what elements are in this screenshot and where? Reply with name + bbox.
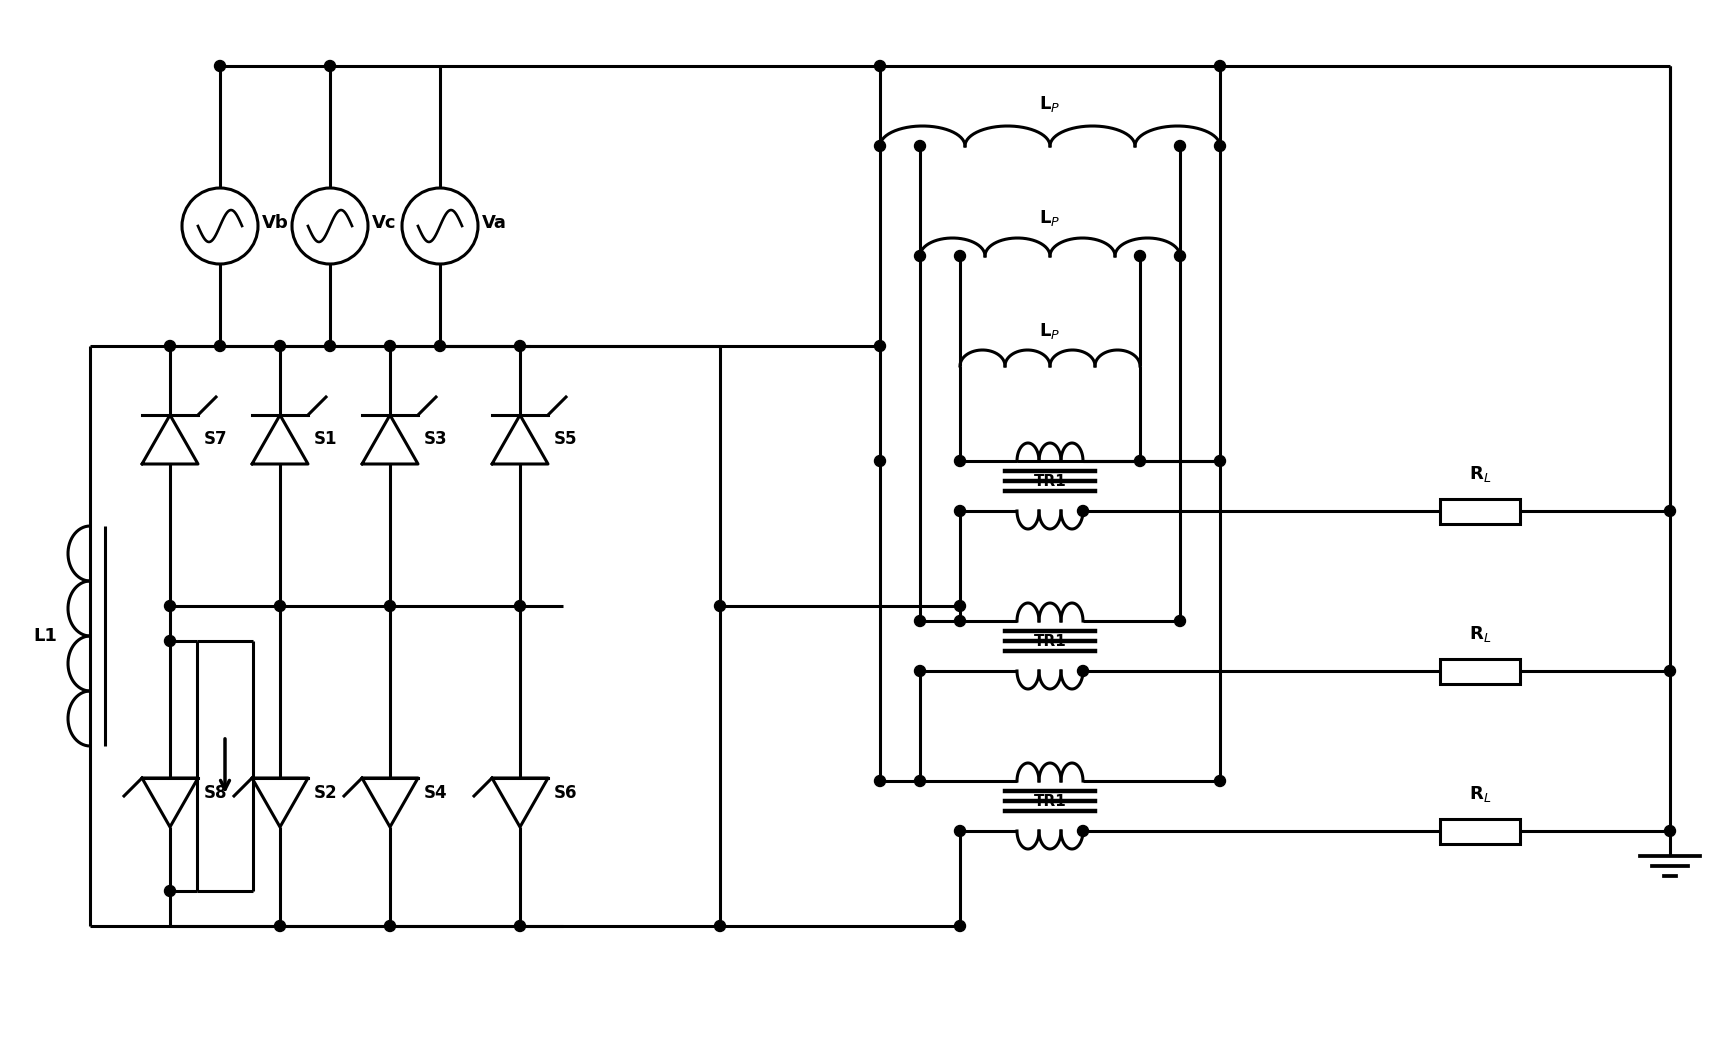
Circle shape <box>955 455 965 467</box>
Polygon shape <box>363 415 418 464</box>
Circle shape <box>955 600 965 612</box>
Circle shape <box>915 140 926 152</box>
Circle shape <box>1174 140 1185 152</box>
Circle shape <box>325 61 335 71</box>
Text: S8: S8 <box>204 784 228 802</box>
Circle shape <box>515 341 525 351</box>
Circle shape <box>164 341 176 351</box>
Bar <box>1440 659 1520 683</box>
Circle shape <box>955 825 965 837</box>
Circle shape <box>325 341 335 351</box>
Circle shape <box>915 250 926 262</box>
Circle shape <box>164 886 176 896</box>
Text: R$_L$: R$_L$ <box>1470 783 1490 803</box>
Circle shape <box>164 600 176 612</box>
Polygon shape <box>142 778 199 827</box>
Circle shape <box>515 920 525 932</box>
Circle shape <box>1214 775 1226 787</box>
Circle shape <box>1665 505 1675 517</box>
Text: S3: S3 <box>425 430 447 448</box>
Circle shape <box>1214 61 1226 71</box>
Circle shape <box>385 920 395 932</box>
Circle shape <box>955 920 965 932</box>
Polygon shape <box>363 778 418 827</box>
Text: L$_P$: L$_P$ <box>1040 208 1060 228</box>
Text: S7: S7 <box>204 430 228 448</box>
Text: S1: S1 <box>314 430 337 448</box>
Text: Vc: Vc <box>371 214 397 232</box>
Circle shape <box>874 775 886 787</box>
Circle shape <box>275 600 285 612</box>
Circle shape <box>214 61 226 71</box>
Circle shape <box>955 505 965 517</box>
Circle shape <box>1174 250 1185 262</box>
Circle shape <box>715 600 725 612</box>
Circle shape <box>214 341 226 351</box>
Text: TR1: TR1 <box>1034 634 1066 649</box>
Circle shape <box>1078 825 1088 837</box>
Polygon shape <box>252 778 307 827</box>
Circle shape <box>955 250 965 262</box>
Circle shape <box>715 920 725 932</box>
Text: Va: Va <box>482 214 508 232</box>
Circle shape <box>1135 455 1145 467</box>
Circle shape <box>874 61 886 71</box>
Circle shape <box>915 615 926 627</box>
Circle shape <box>955 615 965 627</box>
Text: S6: S6 <box>554 784 577 802</box>
Circle shape <box>1665 825 1675 837</box>
Text: S2: S2 <box>314 784 337 802</box>
Text: TR1: TR1 <box>1034 474 1066 488</box>
Circle shape <box>1135 250 1145 262</box>
Polygon shape <box>142 415 199 464</box>
Polygon shape <box>492 778 547 827</box>
Circle shape <box>1214 455 1226 467</box>
Circle shape <box>874 455 886 467</box>
Circle shape <box>164 636 176 646</box>
Circle shape <box>915 665 926 677</box>
Text: L$_P$: L$_P$ <box>1040 94 1060 114</box>
Circle shape <box>385 600 395 612</box>
Circle shape <box>1078 665 1088 677</box>
Polygon shape <box>492 415 547 464</box>
Bar <box>1440 819 1520 843</box>
Text: Vb: Vb <box>263 214 288 232</box>
Circle shape <box>385 341 395 351</box>
Text: TR1: TR1 <box>1034 794 1066 809</box>
Circle shape <box>435 341 446 351</box>
Text: R$_L$: R$_L$ <box>1470 463 1490 483</box>
Text: L$_P$: L$_P$ <box>1040 321 1060 341</box>
Text: S4: S4 <box>425 784 447 802</box>
Circle shape <box>515 600 525 612</box>
Circle shape <box>1078 505 1088 517</box>
Circle shape <box>275 920 285 932</box>
Polygon shape <box>252 415 307 464</box>
Circle shape <box>874 341 886 351</box>
Circle shape <box>874 140 886 152</box>
Text: R$_L$: R$_L$ <box>1470 623 1490 643</box>
Bar <box>1440 499 1520 523</box>
Text: S5: S5 <box>554 430 577 448</box>
Circle shape <box>1665 665 1675 677</box>
Circle shape <box>1214 140 1226 152</box>
Circle shape <box>1174 615 1185 627</box>
Circle shape <box>915 775 926 787</box>
Text: L1: L1 <box>33 627 57 645</box>
Circle shape <box>275 341 285 351</box>
